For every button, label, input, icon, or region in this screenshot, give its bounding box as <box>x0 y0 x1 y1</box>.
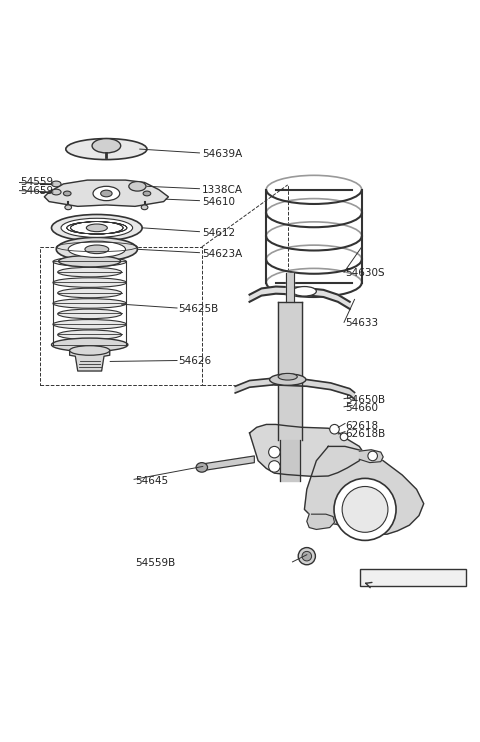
Ellipse shape <box>93 186 120 200</box>
Ellipse shape <box>66 139 147 160</box>
Circle shape <box>334 479 396 540</box>
Circle shape <box>368 451 377 461</box>
Text: 54623A: 54623A <box>202 249 242 259</box>
Circle shape <box>269 447 280 458</box>
Ellipse shape <box>292 286 316 296</box>
Polygon shape <box>250 286 350 309</box>
Ellipse shape <box>58 309 121 318</box>
Circle shape <box>330 424 339 434</box>
Text: 62618: 62618 <box>345 421 378 431</box>
Ellipse shape <box>53 278 126 287</box>
Ellipse shape <box>58 330 121 340</box>
Polygon shape <box>44 180 168 206</box>
Ellipse shape <box>51 189 61 195</box>
Text: 54659: 54659 <box>21 186 54 196</box>
Ellipse shape <box>51 214 142 241</box>
Ellipse shape <box>51 338 128 352</box>
Ellipse shape <box>68 241 125 257</box>
Text: 54610: 54610 <box>202 197 235 206</box>
Ellipse shape <box>85 245 109 254</box>
Ellipse shape <box>61 218 132 237</box>
Ellipse shape <box>129 182 146 191</box>
Circle shape <box>340 433 348 441</box>
Text: 54625B: 54625B <box>178 304 218 314</box>
Ellipse shape <box>53 257 126 266</box>
Circle shape <box>269 461 280 472</box>
Polygon shape <box>304 447 424 534</box>
Ellipse shape <box>59 255 120 267</box>
Ellipse shape <box>86 224 108 232</box>
Text: REF.50-517: REF.50-517 <box>364 572 425 582</box>
Text: 54660: 54660 <box>345 403 378 413</box>
Text: 54612: 54612 <box>202 228 235 237</box>
Ellipse shape <box>196 462 207 472</box>
Polygon shape <box>280 440 300 481</box>
Polygon shape <box>70 350 110 371</box>
Circle shape <box>298 548 315 565</box>
Polygon shape <box>202 456 254 470</box>
Circle shape <box>302 551 312 561</box>
Polygon shape <box>250 424 364 476</box>
Ellipse shape <box>51 181 61 187</box>
Text: 54639A: 54639A <box>202 149 242 159</box>
Ellipse shape <box>63 191 71 196</box>
Circle shape <box>342 487 388 532</box>
Ellipse shape <box>143 191 151 196</box>
Ellipse shape <box>58 267 121 277</box>
Polygon shape <box>278 302 302 440</box>
FancyBboxPatch shape <box>360 568 466 585</box>
Polygon shape <box>286 273 294 302</box>
Text: 54559: 54559 <box>21 177 54 188</box>
Ellipse shape <box>141 205 148 210</box>
Text: 54559B: 54559B <box>135 558 175 568</box>
Text: 62618B: 62618B <box>345 430 385 439</box>
Ellipse shape <box>56 237 137 261</box>
Polygon shape <box>235 378 355 399</box>
Text: 54626: 54626 <box>178 356 211 367</box>
Ellipse shape <box>53 299 126 308</box>
Text: 54645: 54645 <box>135 476 168 486</box>
Text: 1338CA: 1338CA <box>202 185 243 194</box>
Ellipse shape <box>101 190 112 197</box>
Ellipse shape <box>278 373 297 380</box>
Text: 54650B: 54650B <box>345 395 385 404</box>
Ellipse shape <box>70 346 110 355</box>
Text: 54630S: 54630S <box>345 268 384 278</box>
Ellipse shape <box>270 374 306 385</box>
Ellipse shape <box>53 320 126 329</box>
Text: 54633: 54633 <box>345 318 378 328</box>
Polygon shape <box>307 514 335 530</box>
Ellipse shape <box>92 139 120 153</box>
Ellipse shape <box>58 288 121 298</box>
Ellipse shape <box>65 205 72 210</box>
Polygon shape <box>360 450 383 462</box>
